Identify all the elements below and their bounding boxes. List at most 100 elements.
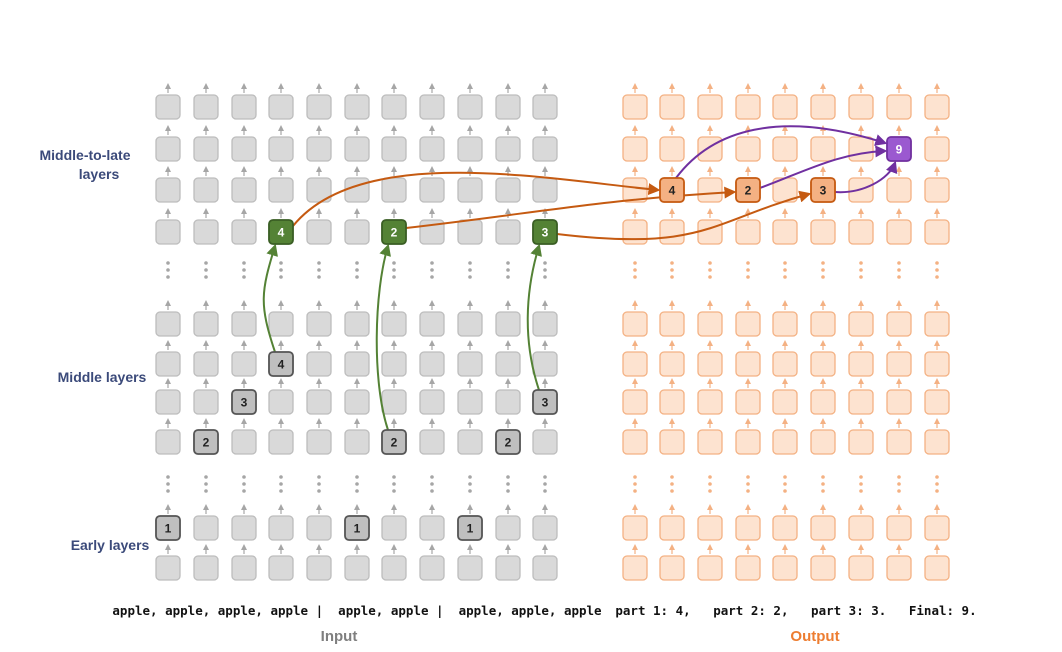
input-cell	[193, 555, 219, 581]
input-ellipsis-dot	[430, 268, 434, 272]
output-ellipsis-dot	[821, 475, 825, 479]
dark-node-label: 2	[203, 436, 210, 450]
input-cell	[306, 351, 332, 377]
input-ellipsis-dot	[392, 261, 396, 265]
output-ellipsis-dot	[670, 268, 674, 272]
green-flow-arrow	[375, 243, 391, 431]
output-cell	[697, 429, 723, 455]
output-cell	[810, 429, 836, 455]
output-cell	[735, 351, 761, 377]
output-ellipsis-dot	[935, 275, 939, 279]
output-cell	[848, 136, 874, 162]
input-cell	[193, 94, 219, 120]
output-ellipsis-dot	[708, 482, 712, 486]
output-ellipsis-dot	[670, 489, 674, 493]
output-ellipsis-dot	[859, 261, 863, 265]
input-cell	[268, 177, 294, 203]
output-cell	[772, 555, 798, 581]
dark-node-label: 1	[165, 522, 172, 536]
output-cell	[735, 555, 761, 581]
input-ellipsis-dot	[506, 489, 510, 493]
input-ellipsis-dot	[355, 489, 359, 493]
purple-flow-arrow	[834, 160, 898, 194]
output-ellipsis-dot	[821, 489, 825, 493]
green-node-label: 4	[278, 226, 285, 240]
output-ellipsis-dot	[670, 261, 674, 265]
orange-flow-arrow	[556, 190, 812, 241]
output-ellipsis-dot	[897, 261, 901, 265]
input-cell	[381, 311, 407, 337]
input-ellipsis-dot	[543, 275, 547, 279]
dark-node-label: 3	[241, 396, 248, 410]
input-cell	[268, 429, 294, 455]
input-cell	[193, 136, 219, 162]
input-cell	[457, 555, 483, 581]
green-highlight-node	[268, 219, 294, 245]
input-ellipsis-dot	[317, 482, 321, 486]
output-cell	[924, 389, 950, 415]
output-cell	[924, 351, 950, 377]
input-ellipsis-dot	[430, 489, 434, 493]
output-cell	[886, 429, 912, 455]
input-cell	[344, 351, 370, 377]
dark-highlight-node	[268, 351, 294, 377]
orange-node-label: 3	[820, 184, 827, 198]
output-cell	[924, 136, 950, 162]
input-cell	[419, 515, 445, 541]
input-cell	[155, 94, 181, 120]
input-cell	[457, 429, 483, 455]
dark-node-label: 2	[391, 436, 398, 450]
input-cell	[344, 429, 370, 455]
input-cell	[231, 515, 257, 541]
input-cell	[306, 136, 332, 162]
output-cell	[848, 351, 874, 377]
input-ellipsis-dot	[166, 489, 170, 493]
input-ellipsis-dot	[242, 489, 246, 493]
purple-highlight-node	[886, 136, 912, 162]
input-ellipsis-dot	[204, 275, 208, 279]
input-cell	[381, 136, 407, 162]
input-cell	[155, 136, 181, 162]
output-cell	[697, 177, 723, 203]
input-ellipsis-dot	[430, 275, 434, 279]
input-cell	[381, 555, 407, 581]
output-cell	[924, 177, 950, 203]
input-ellipsis-dot	[468, 275, 472, 279]
input-ellipsis-dot	[166, 482, 170, 486]
input-ellipsis-dot	[204, 482, 208, 486]
input-cell	[532, 136, 558, 162]
output-cell	[659, 515, 685, 541]
output-tokens: part 1: 4, part 2: 2, part 3: 3. Final: …	[615, 603, 976, 618]
input-cell	[457, 311, 483, 337]
input-cell	[381, 351, 407, 377]
label-middle-to-late-line2: layers	[79, 166, 120, 182]
input-cell	[155, 429, 181, 455]
output-ellipsis-dot	[935, 482, 939, 486]
input-cell	[268, 389, 294, 415]
output-cell	[659, 94, 685, 120]
input-ellipsis-dot	[430, 261, 434, 265]
input-cell	[306, 429, 332, 455]
output-ellipsis-dot	[821, 261, 825, 265]
input-cell	[344, 311, 370, 337]
input-cell	[155, 177, 181, 203]
output-cell	[659, 389, 685, 415]
orange-flow-arrow	[292, 171, 661, 227]
output-cell	[886, 389, 912, 415]
output-ellipsis-dot	[708, 475, 712, 479]
dark-highlight-node	[381, 429, 407, 455]
output-ellipsis-dot	[897, 489, 901, 493]
input-ellipsis-dot	[279, 275, 283, 279]
input-ellipsis-dot	[166, 275, 170, 279]
output-cell	[622, 311, 648, 337]
input-ellipsis-dot	[242, 268, 246, 272]
output-ellipsis-dot	[633, 482, 637, 486]
input-cell	[344, 555, 370, 581]
input-cell	[193, 515, 219, 541]
input-cell	[419, 429, 445, 455]
output-ellipsis-dot	[897, 482, 901, 486]
green-node-label: 3	[542, 226, 549, 240]
input-ellipsis-dot	[166, 475, 170, 479]
output-cell	[622, 515, 648, 541]
dark-node-label: 3	[542, 396, 549, 410]
